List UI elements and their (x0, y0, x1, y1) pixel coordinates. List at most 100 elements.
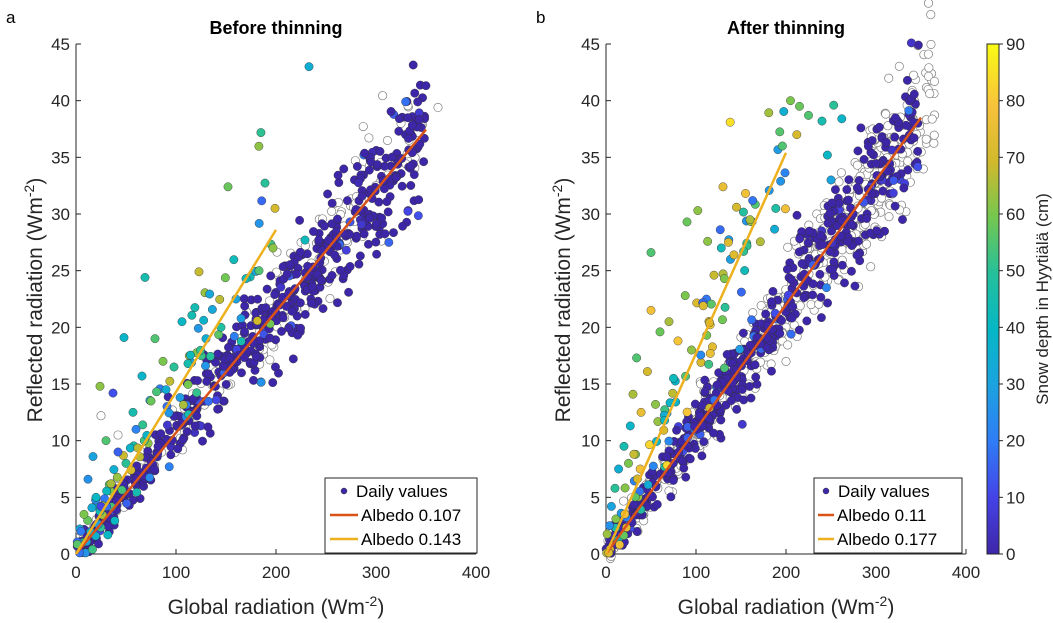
snow-point (698, 301, 708, 311)
daily-point (403, 113, 413, 123)
daily-point (251, 351, 261, 361)
daily-point (219, 361, 228, 371)
snow-point (254, 141, 264, 151)
snow-point (664, 317, 674, 327)
daily-point (768, 287, 778, 296)
panel-b-ylabel: Reflected radiation (Wm-2) (549, 178, 575, 423)
snow-point (214, 330, 224, 340)
colorbar-tick-label: 20 (1006, 432, 1025, 451)
panel-a-legend-albedo-high: Albedo 0.143 (361, 530, 461, 549)
daily-point (295, 298, 305, 308)
snow-point (192, 388, 202, 398)
snow-point (624, 458, 633, 468)
panel-a-title: Before thinning (210, 18, 343, 38)
daily-point (394, 126, 404, 136)
y-tick-label: 0 (591, 545, 600, 564)
daily-point (737, 419, 747, 429)
snow-point (268, 243, 278, 253)
snow-point (102, 486, 112, 496)
y-tick-label: 10 (51, 432, 70, 451)
daily-point (794, 325, 804, 335)
daily-point (354, 178, 363, 188)
daily-point (415, 115, 424, 124)
daily-point (249, 375, 258, 385)
daily-point (797, 259, 807, 269)
snow-point (651, 399, 660, 409)
snow-point (748, 196, 758, 205)
open-point (921, 134, 931, 144)
open-point (364, 133, 374, 143)
daily-point (414, 195, 424, 205)
y-tick-label: 40 (51, 92, 70, 111)
fit-line-high (74, 229, 278, 555)
snow-point (725, 117, 735, 127)
snow-point (781, 204, 790, 214)
snow-point (625, 421, 635, 431)
y-tick-label: 25 (51, 262, 70, 281)
snow-point (132, 487, 142, 497)
open-point (881, 109, 891, 119)
daily-point (847, 220, 857, 230)
snow-point (729, 250, 739, 260)
snow-point (646, 305, 656, 315)
snow-point (236, 314, 246, 323)
y-tick-label: 15 (581, 375, 600, 394)
daily-point (202, 377, 212, 386)
snow-point (254, 266, 264, 276)
snow-point (822, 283, 831, 293)
daily-point (827, 226, 836, 236)
snow-point (620, 483, 630, 493)
snow-point (706, 299, 716, 309)
snow-point (739, 207, 748, 217)
daily-point (738, 328, 748, 338)
snow-point (79, 509, 89, 519)
daily-point (726, 396, 736, 405)
snow-point (150, 334, 160, 344)
snow-point (164, 462, 174, 472)
daily-point (903, 165, 913, 175)
snow-point (165, 376, 175, 386)
snow-point (121, 458, 131, 468)
daily-point (295, 215, 304, 225)
snow-point (696, 358, 706, 367)
daily-point (666, 492, 676, 502)
daily-point (318, 304, 328, 313)
daily-point (853, 146, 863, 156)
panel-a-legend-daily-values: Daily values (356, 482, 448, 501)
snow-point (602, 529, 612, 539)
daily-point (213, 404, 223, 414)
daily-point (732, 404, 742, 414)
snow-point (109, 465, 119, 474)
panel-b-letter: b (536, 8, 545, 27)
daily-point (284, 323, 294, 333)
daily-point (787, 313, 797, 323)
snow-point (119, 333, 129, 342)
snow-point (741, 189, 750, 198)
snow-point (145, 473, 155, 482)
open-point (923, 0, 934, 8)
daily-point (672, 425, 681, 435)
x-tick-label: 300 (362, 563, 390, 582)
open-point (909, 70, 919, 80)
panel-b-legend: Daily values Albedo 0.11 Albedo 0.177 (813, 477, 963, 554)
snow-point (817, 116, 827, 126)
daily-point (198, 436, 207, 446)
snow-point (718, 182, 728, 192)
snow-point (795, 101, 804, 111)
snow-point (183, 380, 193, 389)
daily-point (333, 170, 343, 180)
snow-point (719, 363, 729, 373)
daily-point (211, 358, 220, 367)
snow-point (186, 350, 195, 360)
snow-point (161, 385, 171, 395)
open-point (783, 340, 793, 350)
daily-point (225, 353, 235, 363)
snow-point (270, 203, 280, 213)
snow-point (823, 150, 832, 160)
daily-point (852, 183, 862, 193)
y-tick-label: 0 (61, 545, 70, 564)
y-tick-label: 35 (51, 148, 70, 167)
colorbar-gradient (986, 43, 1000, 555)
snow-point (220, 273, 230, 283)
daily-point (913, 146, 923, 156)
